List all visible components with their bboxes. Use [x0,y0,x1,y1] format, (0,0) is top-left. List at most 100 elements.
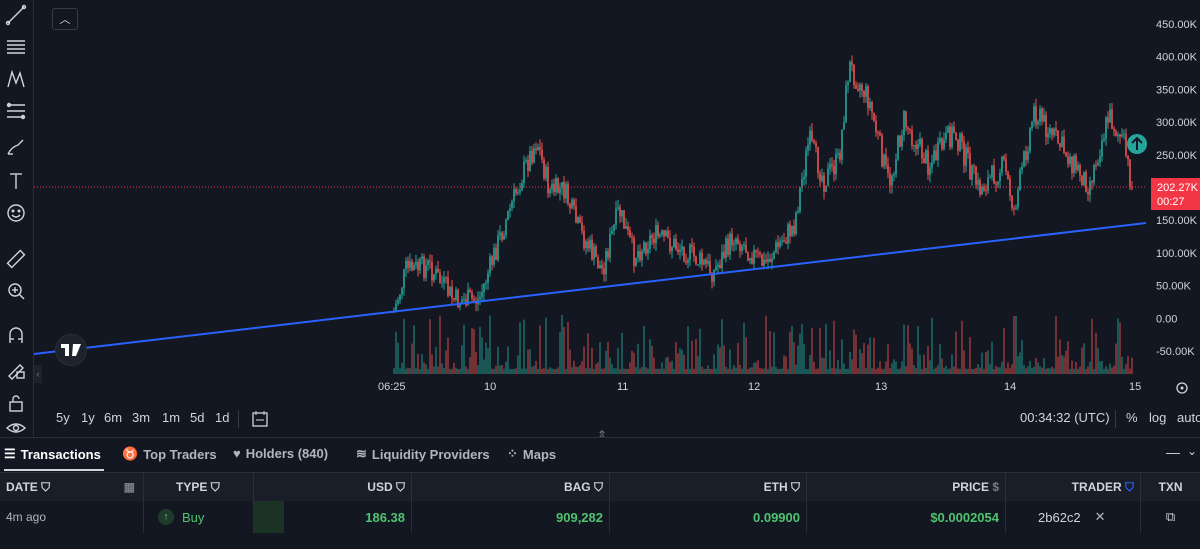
candle-body [819,173,821,181]
column-date[interactable]: DATE ⛉ ▦ [0,473,144,501]
row-date: 4m ago [0,501,144,533]
external-link-icon[interactable]: ⧉ [1165,509,1176,524]
range-5y-button[interactable]: 5y [56,410,70,425]
percent-toggle[interactable]: % [1126,410,1138,425]
tab-maps[interactable]: ⁘ Maps [507,446,556,462]
auto-toggle[interactable]: auto [1177,410,1200,425]
volume-bar [653,357,655,374]
column-eth-label: ETH [763,480,788,494]
column-trader[interactable]: TRADER ⛉ [1006,473,1141,501]
filter-icon[interactable]: ⛉ [210,479,220,494]
column-type[interactable]: TYPE ⛉ [144,473,254,501]
tab-liquidity-providers[interactable]: ≋ Liquidity Providers [356,446,490,462]
column-bag[interactable]: BAG ⛉ [412,473,610,501]
chart-canvas[interactable]: 450.00K400.00K350.00K300.00K250.00K200.0… [34,0,1200,404]
volume-bar [467,368,469,374]
price-chart[interactable]: 450.00K400.00K350.00K300.00K250.00K200.0… [34,0,1200,436]
candle-body [893,174,895,176]
volume-bar [647,368,649,374]
range-1d-button[interactable]: 1d [215,410,230,425]
lock-drawing-pencil-icon[interactable] [3,356,29,382]
candle-body [1053,128,1055,136]
tab-transactions[interactable]: ☰ Transactions [4,446,104,471]
volume-bar [719,347,721,374]
calendar-icon[interactable]: ▦ [123,480,135,494]
emoji-tool-icon[interactable] [3,200,29,226]
candle-body [1105,117,1107,139]
volume-bar [455,367,457,374]
text-tool-icon[interactable] [3,168,29,194]
remove-filter-close-icon[interactable]: ✕ [1094,509,1106,524]
tradingview-logo[interactable] [55,334,87,366]
time-axis-tick: 15 [1129,381,1141,393]
volume-bar [901,361,903,374]
volume-bar [681,349,683,374]
candle-body [913,145,915,147]
brush-tool-icon[interactable] [3,134,29,160]
candle-body [989,177,991,179]
volume-bar [667,356,669,374]
tab-top-traders[interactable]: ♉ Top Traders [122,446,217,462]
volume-bar [837,359,839,374]
chevron-down-icon[interactable]: ⌄ [1187,444,1198,458]
range-5d-button[interactable]: 5d [190,410,205,425]
volume-bar [475,351,477,374]
volume-bar [861,353,863,374]
utc-clock[interactable]: 00:34:32 (UTC) [1020,410,1110,425]
settings-gear-icon[interactable] [1176,382,1188,394]
trend-line-tool-icon[interactable] [3,2,29,28]
zoom-in-icon[interactable] [3,278,29,304]
volume-bar [1013,316,1015,374]
filter-active-icon[interactable]: ⛉ [1124,479,1134,494]
row-trader[interactable]: 2b62c2 ✕ [1006,501,1141,533]
filter-icon[interactable]: ⛉ [593,479,603,494]
collapse-legend-button[interactable]: ︿ [52,8,78,30]
currency-toggle-icon[interactable]: $ [992,480,999,494]
ruler-tool-icon[interactable] [3,246,29,272]
volume-bar [445,350,447,374]
range-6m-button[interactable]: 6m [104,410,123,425]
filter-icon[interactable]: ⛉ [790,479,800,494]
candle-body [967,147,969,154]
log-toggle[interactable]: log [1149,410,1167,425]
volume-bar [715,368,717,374]
volume-bar [1037,362,1039,374]
candle-body [1045,114,1047,138]
volume-bar [479,326,481,374]
row-bag: 909,282 [412,501,610,533]
panel-resize-handle[interactable]: ⇕ [597,428,608,442]
toolbar-collapse-handle[interactable]: ‹ [34,365,42,383]
range-1m-button[interactable]: 1m [162,410,181,425]
volume-bar [863,343,865,374]
tab-holders[interactable]: ♥ Holders (840) [233,446,328,461]
eye-icon[interactable] [3,420,29,436]
range-3m-button[interactable]: 3m [132,410,151,425]
pattern-tool-icon[interactable] [3,66,29,92]
trader-address[interactable]: 2b62c2 [1038,509,1081,525]
volume-bar [711,368,713,374]
volume-bar [1021,340,1023,374]
candle-body [1011,195,1013,209]
column-price[interactable]: PRICE $ [807,473,1006,501]
volume-bar [591,347,593,374]
filter-icon[interactable]: ⛉ [395,479,405,494]
column-eth[interactable]: ETH ⛉ [610,473,807,501]
volume-bar [779,368,781,374]
calendar-goto-icon[interactable] [250,409,270,429]
column-usd[interactable]: USD ⛉ [254,473,412,501]
magnet-icon[interactable] [3,322,29,348]
volume-bar [397,342,399,374]
filter-icon[interactable]: ⛉ [41,479,51,494]
candle-body [729,233,731,255]
volume-bar [871,368,873,374]
range-1y-button[interactable]: 1y [81,410,95,425]
volume-bar [1025,368,1027,374]
fib-tool-icon[interactable] [3,98,29,124]
volume-bar [499,365,501,374]
table-row[interactable]: 4m ago ↑ Buy 186.38 909,282 0.09900 $0.0… [0,501,1200,533]
volume-bar [1113,365,1115,374]
horizontal-lines-tool-icon[interactable] [3,34,29,60]
minimize-panel-icon[interactable]: — [1166,444,1180,460]
bubbles-icon: ⁘ [507,446,518,461]
lock-icon[interactable] [3,390,29,416]
